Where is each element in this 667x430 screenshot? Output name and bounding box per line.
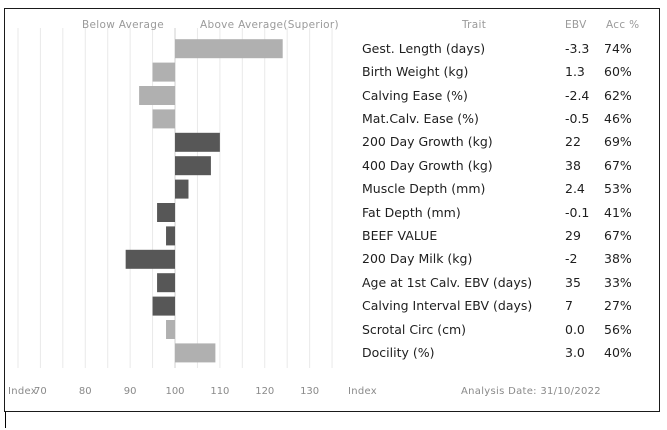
acc-value: 67%: [604, 157, 632, 173]
text-cursor: [5, 412, 6, 428]
bar-scrotal-circ-cm: [166, 320, 176, 339]
bar-mat-calv-ease: [152, 109, 176, 129]
acc-value: 67%: [604, 227, 632, 243]
acc-value: 38%: [604, 251, 632, 267]
trait-column-header: Trait: [462, 19, 487, 31]
x-tick-label: 70: [34, 386, 47, 397]
bar-age-at-1st-calv-ebv-days: [157, 273, 176, 293]
acc-value: 46%: [604, 110, 632, 126]
bar-muscle-depth-mm: [175, 179, 189, 199]
index-axis-label-left: Index: [8, 386, 38, 397]
ebv-value: 1.3: [565, 64, 585, 80]
trait-label: Fat Depth (mm): [362, 204, 461, 220]
ebv-value: 0.0: [565, 321, 585, 337]
ebv-value: -2.4: [565, 87, 590, 103]
x-tick-label: 80: [78, 386, 92, 397]
acc-value: 62%: [604, 87, 632, 103]
bar-docility: [175, 343, 216, 363]
trait-label: Calving Interval EBV (days): [362, 298, 533, 314]
ebv-column-header: EBV: [565, 19, 587, 31]
acc-value: 40%: [604, 344, 632, 360]
index-axis-label-right: Index: [348, 386, 378, 397]
trait-label: 400 Day Growth (kg): [362, 157, 493, 173]
acc-value: 74%: [604, 40, 632, 56]
acc-value: 33%: [604, 274, 632, 290]
trait-label: 200 Day Growth (kg): [362, 134, 493, 150]
trait-label: Calving Ease (%): [362, 87, 468, 103]
ebv-value: 2.4: [565, 181, 585, 197]
below-average-header: Below Average: [82, 19, 164, 31]
ebv-value: 22: [565, 134, 581, 150]
ebv-value: 38: [565, 157, 581, 173]
acc-value: 27%: [604, 298, 632, 314]
acc-value: 56%: [604, 321, 632, 337]
trait-label: Mat.Calv. Ease (%): [362, 110, 479, 126]
ebv-value: 7: [565, 298, 573, 314]
ebv-value: -0.5: [565, 110, 590, 126]
analysis-date: Analysis Date: 31/10/2022: [461, 386, 601, 397]
bar-calving-ease: [139, 86, 176, 105]
acc-value: 41%: [604, 204, 632, 220]
bar-400-day-growth-kg: [175, 156, 211, 176]
bar-calving-interval-ebv-days: [152, 296, 176, 316]
x-tick-label: 120: [255, 386, 275, 397]
acc-value: 53%: [604, 181, 632, 197]
trait-label: Docility (%): [362, 344, 435, 360]
ebv-value: 29: [565, 227, 581, 243]
ebv-value: 3.0: [565, 344, 585, 360]
bar-200-day-milk-kg: [125, 249, 176, 269]
acc-column-header: Acc %: [606, 19, 640, 31]
acc-value: 60%: [604, 64, 632, 80]
ebv-value: -2: [565, 251, 578, 267]
bar-fat-depth-mm: [157, 203, 176, 222]
trait-label: 200 Day Milk (kg): [362, 251, 473, 267]
bar-200-day-growth-kg: [175, 132, 220, 152]
x-tick-label: 110: [210, 386, 230, 397]
x-tick-label: 90: [123, 386, 137, 397]
trait-label: Muscle Depth (mm): [362, 181, 486, 197]
acc-value: 69%: [604, 134, 632, 150]
trait-label: Birth Weight (kg): [362, 64, 469, 80]
trait-label: BEEF VALUE: [362, 227, 438, 243]
trait-label: Gest. Length (days): [362, 40, 486, 56]
bar-birth-weight-kg: [152, 62, 176, 82]
ebv-value: -0.1: [565, 204, 590, 220]
bar-gest-length-days: [175, 39, 283, 59]
bar-beef-value: [166, 226, 176, 246]
x-tick-label: 130: [300, 386, 320, 397]
trait-label: Age at 1st Calv. EBV (days): [362, 274, 533, 290]
above-average-header: Above Average(Superior): [200, 19, 339, 31]
ebv-value: 35: [565, 274, 581, 290]
x-tick-label: 100: [165, 386, 185, 397]
ebv-value: -3.3: [565, 40, 590, 56]
trait-label: Scrotal Circ (cm): [362, 321, 467, 337]
